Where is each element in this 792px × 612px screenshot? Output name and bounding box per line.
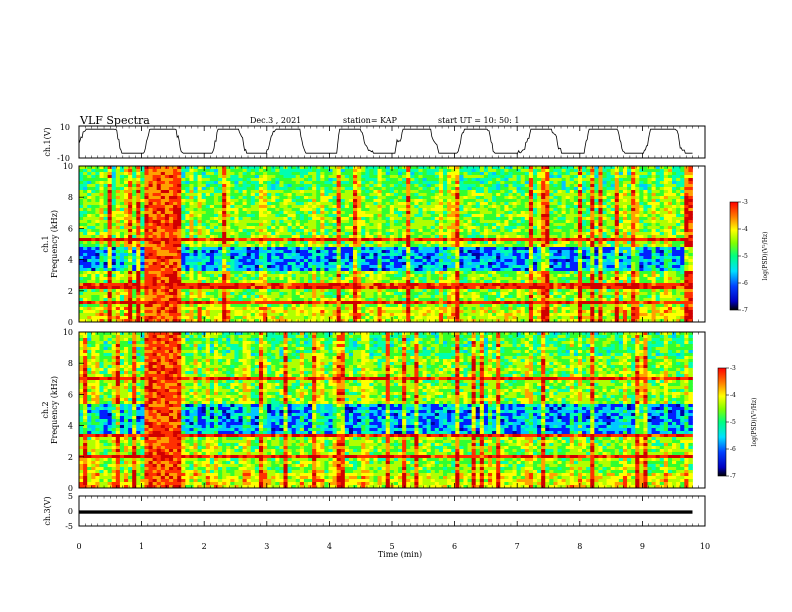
ch1-colorbar	[729, 201, 739, 311]
ch1-ytick-bottom: -10	[57, 154, 70, 163]
time-ticklabel-2: 2	[202, 542, 207, 551]
time-axis-ticks: 0 1 2 3 4 5 6 7 8 9 10	[76, 126, 710, 551]
ch3-ticklabel-1: 0	[68, 507, 73, 516]
ch2-freq-ticklabel-5: 10	[63, 328, 73, 337]
date-label: Dec.3 , 2021	[250, 116, 301, 125]
time-ticklabel-8: 8	[577, 542, 582, 551]
time-ticklabel-9: 9	[640, 542, 645, 551]
ch2-spectrogram-ylabel-frequency: Frequency (kHz)	[50, 376, 59, 444]
ch1-colorbar-ticklabel-3: -6	[742, 280, 748, 287]
ch2-spectrogram-heatmap	[79, 332, 693, 489]
ch1-freq-ticklabel-1: 2	[68, 287, 73, 296]
ch2-colorbar-ticks: -3 -4 -5 -6 -7	[726, 365, 736, 480]
start-time-label: start UT = 10: 50: 1	[438, 116, 519, 125]
ch1-colorbar-ticklabel-4: -7	[742, 307, 748, 314]
ch2-colorbar-ticklabel-1: -4	[730, 392, 736, 399]
ch1-freq-ticklabel-2: 4	[68, 256, 73, 265]
ch1-colorbar-ticklabel-0: -3	[742, 199, 748, 206]
ch1-freq-ticklabel-0: 0	[68, 318, 73, 327]
ch1-freq-ticklabel-4: 8	[68, 193, 73, 202]
ch2-freq-ticklabel-1: 2	[68, 453, 73, 462]
ch1-freq-ticklabel-3: 6	[68, 224, 73, 233]
ch1-ytick-top: 10	[60, 123, 70, 132]
ch2-freq-ticks: 0 2 4 6 8 10	[63, 328, 84, 493]
time-axis-label: Time (min)	[378, 550, 422, 559]
ch2-freq-ticklabel-4: 8	[68, 359, 73, 368]
ch1-colorbar-ticklabel-1: -4	[742, 226, 748, 233]
ch1-freq-ticks: 0 2 4 6 8 10	[63, 162, 84, 327]
ch2-colorbar-label: log(PSD)(V²/Hz)	[751, 398, 758, 447]
ch1-colorbar-ticklabel-2: -5	[742, 253, 748, 260]
time-ticklabel-0: 0	[76, 542, 81, 551]
ch1-spectrogram-ylabel-frequency: Frequency (kHz)	[50, 210, 59, 278]
ch1-colorbar-label: log(PSD)(V²/Hz)	[762, 232, 769, 281]
time-ticklabel-5: 5	[389, 542, 394, 551]
time-ticklabel-7: 7	[515, 542, 520, 551]
ch3-waveform-panel: 5 0 -5 ch.3(V)	[43, 492, 706, 531]
ch2-colorbar-ticklabel-0: -3	[730, 365, 736, 372]
time-ticklabel-6: 6	[452, 542, 457, 551]
ch2-freq-ticklabel-0: 0	[68, 484, 73, 493]
time-ticklabel-3: 3	[264, 542, 269, 551]
station-label: station= KAP	[343, 116, 398, 125]
ch1-waveform-line	[78, 128, 693, 154]
ch2-spectrogram-ylabel-channel: ch.2	[41, 401, 50, 418]
ch3-waveform-trace	[79, 510, 693, 514]
time-ticklabel-10: 10	[700, 542, 710, 551]
ch2-colorbar	[717, 367, 727, 477]
time-ticklabel-1: 1	[139, 542, 144, 551]
ch3-ticklabel-0: 5	[68, 492, 73, 501]
ch3-ticklabel-2: -5	[65, 522, 73, 531]
ch2-freq-ticklabel-2: 4	[68, 422, 73, 431]
time-ticklabel-4: 4	[327, 542, 332, 551]
ch2-colorbar-ticklabel-4: -7	[730, 473, 736, 480]
ch1-freq-ticklabel-5: 10	[63, 162, 73, 171]
ch1-waveform-ylabel: ch.1(V)	[43, 127, 52, 156]
ch1-waveform-trace	[78, 128, 693, 154]
ch1-waveform-panel: 10 -10 ch.1(V)	[43, 123, 706, 163]
ch3-waveform-band	[79, 510, 693, 514]
ch2-colorbar-ticklabel-3: -6	[730, 446, 736, 453]
chart-title: VLF Spectra	[79, 114, 150, 127]
ch1-spectrogram-heatmap	[79, 166, 693, 323]
ch1-colorbar-ticks: -3 -4 -5 -6 -7	[738, 199, 748, 314]
ch2-colorbar-ticklabel-2: -5	[730, 419, 736, 426]
ch3-waveform-ylabel: ch.3(V)	[43, 496, 52, 525]
ch3-ticks: 5 0 -5	[65, 492, 83, 531]
ch1-spectrogram-ylabel-channel: ch.1	[41, 235, 50, 252]
ch2-freq-ticklabel-3: 6	[68, 390, 73, 399]
